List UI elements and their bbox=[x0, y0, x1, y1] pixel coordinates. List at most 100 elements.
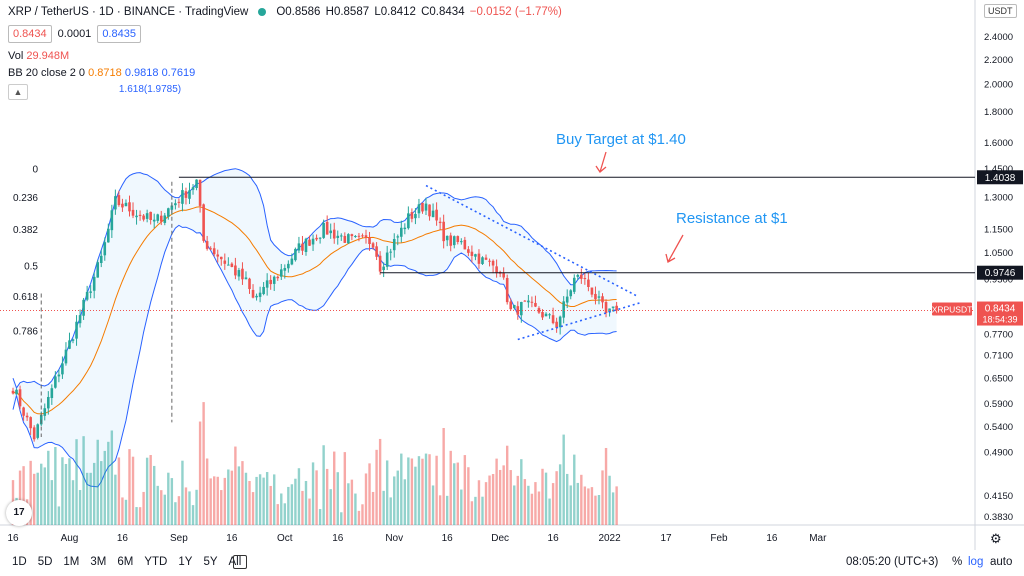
collapse-legend-icon[interactable]: ▲ bbox=[8, 84, 28, 100]
volume-bar bbox=[54, 447, 57, 525]
volume-bar bbox=[32, 473, 36, 525]
volume-bar bbox=[368, 463, 371, 525]
candle-body bbox=[343, 235, 347, 243]
currency-unit-button[interactable]: USDT bbox=[984, 4, 1017, 18]
candle-body bbox=[572, 277, 576, 292]
volume-bar bbox=[456, 462, 459, 525]
range-1m[interactable]: 1M bbox=[63, 556, 80, 568]
volume-bar bbox=[502, 465, 505, 525]
price-axis-tick-label: 1.1500 bbox=[984, 224, 1013, 235]
price-axis-tick-label: 0.4150 bbox=[984, 491, 1013, 502]
market-status-icon bbox=[258, 8, 267, 16]
volume-bar bbox=[29, 460, 32, 525]
volume-bar bbox=[230, 470, 234, 525]
auto-toggle[interactable]: auto bbox=[990, 556, 1013, 568]
range-1d[interactable]: 1D bbox=[12, 556, 27, 568]
tradingview-logo[interactable]: 17 bbox=[6, 500, 32, 526]
volume-bar bbox=[566, 473, 569, 525]
price-axis-tick-label: 1.4500 bbox=[984, 164, 1013, 175]
volume-bar bbox=[343, 452, 347, 525]
candle-body bbox=[198, 179, 202, 206]
candle-body bbox=[174, 203, 177, 206]
volume-bar bbox=[18, 470, 22, 525]
volume-bar bbox=[470, 501, 474, 525]
volume-bar bbox=[555, 471, 558, 525]
candle-body bbox=[110, 210, 114, 231]
candle-body bbox=[209, 248, 212, 250]
volume-bar bbox=[149, 455, 152, 525]
range-1y[interactable]: 1Y bbox=[178, 556, 193, 568]
range-6m[interactable]: 6M bbox=[117, 556, 134, 568]
volume-bar bbox=[615, 486, 618, 525]
calendar-icon[interactable] bbox=[233, 555, 247, 569]
candle-body bbox=[71, 339, 75, 341]
settings-gear-icon[interactable]: ⚙ bbox=[990, 531, 1002, 546]
volume-bar bbox=[110, 430, 114, 525]
price-level-label bbox=[977, 170, 1023, 185]
volume-bar bbox=[198, 421, 202, 525]
candle-body bbox=[512, 304, 516, 308]
bollinger-legend[interactable]: BB 20 close 2 0 0.8718 0.9818 0.7619 bbox=[8, 67, 195, 79]
candles bbox=[11, 179, 618, 442]
price-axis-tick-label: 1.3000 bbox=[984, 192, 1013, 203]
volume-bar bbox=[156, 485, 159, 525]
clock-timezone[interactable]: 08:05:20 (UTC+3) bbox=[846, 556, 939, 568]
candle-body bbox=[276, 276, 280, 279]
resistance-annotation: Resistance at $1 bbox=[676, 210, 788, 227]
volume-bar bbox=[71, 480, 75, 525]
candle-body bbox=[527, 300, 530, 303]
candle-body bbox=[216, 254, 220, 257]
volume-bar bbox=[371, 491, 375, 525]
candle-body bbox=[495, 266, 498, 274]
candle-body bbox=[597, 296, 601, 298]
range-all[interactable]: All bbox=[228, 556, 242, 568]
range-5y[interactable]: 5Y bbox=[203, 556, 218, 568]
bottom-toolbar: 1D 5D 1M 3M 6M YTD 1Y 5Y All 08:05:20 (U… bbox=[0, 550, 1024, 576]
spread-value: 0.0001 bbox=[57, 28, 92, 40]
volume-bar bbox=[78, 490, 82, 525]
candle-body bbox=[234, 265, 237, 276]
volume-bar bbox=[488, 475, 491, 525]
symbol-title[interactable]: XRP / TetherUS · 1D · BINANCE · TradingV… bbox=[8, 6, 249, 18]
volume-bar bbox=[467, 467, 470, 525]
range-ytd[interactable]: YTD bbox=[144, 556, 168, 568]
volume-bar bbox=[61, 457, 64, 525]
volume-bar bbox=[64, 463, 68, 525]
volume-bar bbox=[347, 483, 350, 525]
current-price-label bbox=[977, 301, 1023, 326]
volume-label: Vol bbox=[8, 50, 24, 62]
candle-body bbox=[587, 279, 590, 287]
candle-body bbox=[368, 237, 371, 245]
volume-bar bbox=[280, 493, 283, 525]
candle-body bbox=[50, 388, 54, 399]
current-price-text: 0.8434 bbox=[985, 304, 1016, 315]
volume-bar bbox=[75, 439, 78, 525]
candle-body bbox=[329, 230, 332, 234]
candle-body bbox=[516, 306, 520, 315]
candle-body bbox=[318, 237, 322, 239]
log-toggle[interactable]: log bbox=[968, 556, 984, 568]
price-axis-tick-label: 0.7700 bbox=[984, 329, 1013, 340]
buy-button[interactable]: 0.8435 bbox=[97, 25, 141, 43]
candle-body bbox=[308, 239, 311, 246]
ohlc-low: L0.8412 bbox=[374, 6, 416, 18]
candle-body bbox=[128, 202, 131, 212]
sell-button[interactable]: 0.8434 bbox=[8, 25, 52, 43]
volume-bar bbox=[474, 496, 477, 525]
candle-body bbox=[505, 278, 509, 303]
volume-legend[interactable]: Vol 29.948M bbox=[8, 50, 69, 62]
symbol-name-text: XRPUSDT bbox=[932, 305, 973, 315]
candle-body bbox=[287, 263, 290, 269]
candle-body bbox=[615, 305, 618, 311]
percent-toggle[interactable]: % bbox=[952, 556, 963, 568]
volume-bar bbox=[163, 494, 166, 525]
range-3m[interactable]: 3M bbox=[90, 556, 107, 568]
candle-body bbox=[339, 235, 343, 237]
volume-bar bbox=[195, 489, 198, 525]
volume-bar bbox=[85, 472, 89, 525]
candle-body bbox=[230, 263, 234, 267]
volume-bar bbox=[375, 449, 378, 525]
range-5d[interactable]: 5D bbox=[37, 556, 53, 568]
candle-body bbox=[325, 221, 329, 235]
